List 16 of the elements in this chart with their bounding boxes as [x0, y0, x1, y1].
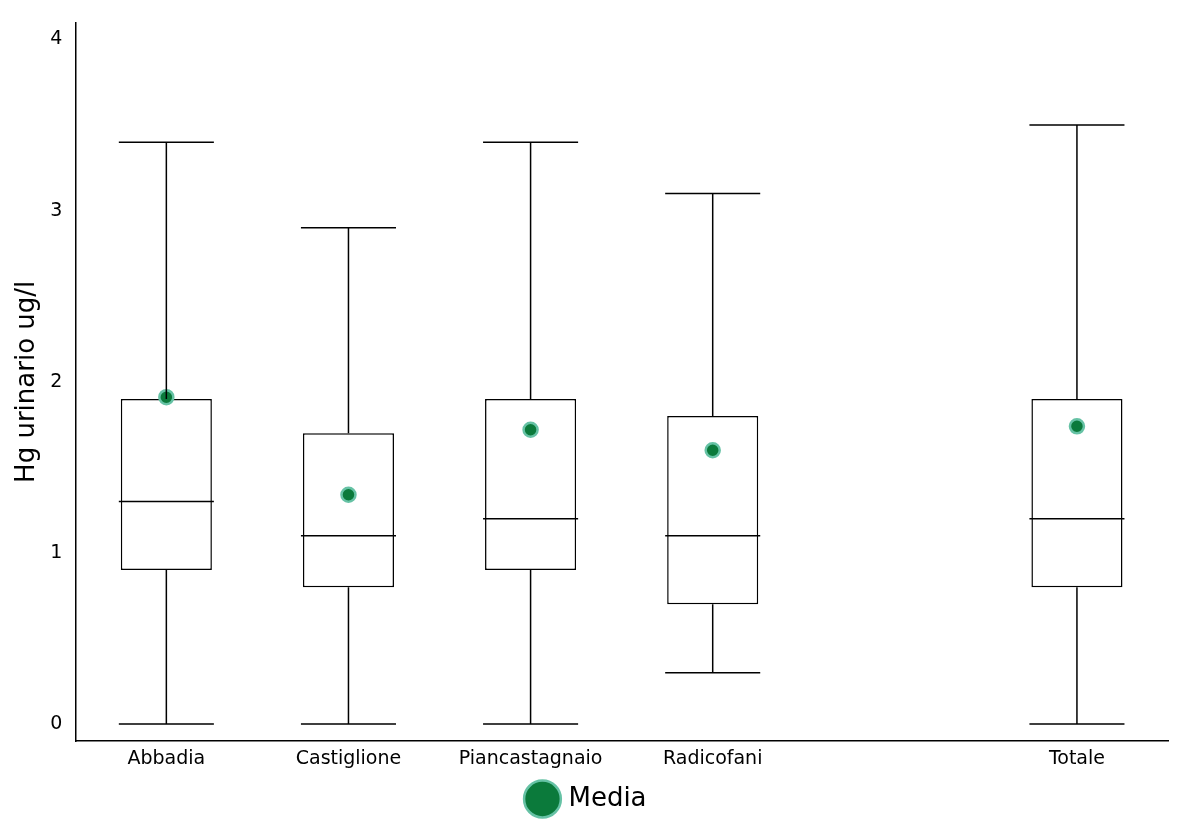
point — [158, 388, 175, 406]
legend-label: Media — [568, 781, 647, 812]
x-tick-label: Piancastagnaio — [458, 745, 603, 768]
y-tick-label: 3 — [50, 197, 63, 220]
x-tick-label: Radicofani — [662, 745, 763, 768]
y-tick-label: 1 — [50, 539, 63, 562]
point — [522, 421, 539, 438]
x-tick-label: Totale — [1047, 745, 1105, 768]
y-axis-title: Hg urinario ug/l — [10, 280, 41, 483]
point — [704, 442, 721, 459]
y-tick-label: 0 — [50, 711, 63, 734]
x-tick-label: Abbadia — [127, 745, 206, 768]
point — [340, 486, 357, 503]
y-tick-label: 2 — [50, 368, 63, 391]
y-tick-label: 4 — [50, 26, 63, 49]
x-tick-label: Castiglione — [295, 745, 402, 768]
